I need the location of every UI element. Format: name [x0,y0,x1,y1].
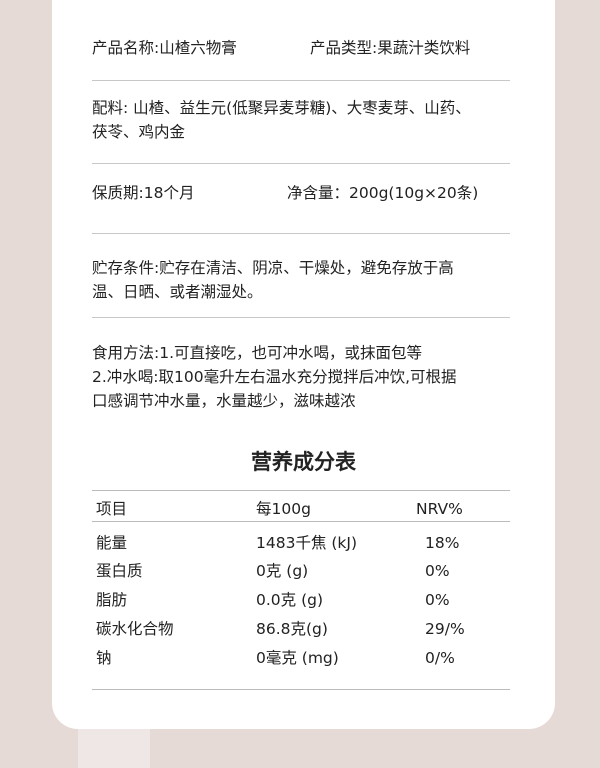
divider [92,80,510,81]
divider [92,317,510,318]
per-100g-value: 0毫克 (mg) [256,649,339,667]
ingredients-line-1: 配料: 山楂、益生元(低聚异麦芽糖)、大枣麦芽、山药、 [92,99,471,117]
divider [92,163,510,164]
per-100g-value: 1483千焦 (kJ) [256,534,358,552]
table-top-line [92,490,510,491]
product-name: 产品名称:山楂六物膏 [92,39,237,57]
per-100g-value: 0.0克 (g) [256,591,324,609]
usage-line-3: 口感调节冲水量，水量越少，滋味越浓 [92,392,356,410]
nutrient-name: 碳水化合物 [96,620,174,638]
nutrition-title: 营养成分表 [251,450,356,474]
shelf-life: 保质期:18个月 [92,184,195,202]
product-type: 产品类型:果蔬汁类饮料 [310,39,471,57]
divider [92,233,510,234]
header-item: 项目 [96,500,128,518]
header-nrv: NRV% [416,500,463,518]
per-100g-value: 86.8克(g) [256,620,328,638]
background-decoration [78,728,150,768]
nutrient-name: 蛋白质 [96,562,143,580]
per-100g-value: 0克 (g) [256,562,309,580]
nrv-value: 18% [425,534,460,552]
net-content: 净含量：200g(10g×20条) [287,184,479,202]
usage-line-2: 2.冲水喝:取100毫升左右温水充分搅拌后冲饮,可根据 [92,368,457,386]
storage-line-2: 温、日晒、或者潮湿处。 [92,283,263,301]
nrv-value: 0% [425,591,450,609]
table-header-line [92,521,510,522]
product-info-card: 产品名称:山楂六物膏 产品类型:果蔬汁类饮料 配料: 山楂、益生元(低聚异麦芽糖… [52,0,555,729]
ingredients-line-2: 茯苓、鸡内金 [92,123,186,141]
usage-line-1: 食用方法:1.可直接吃，也可冲水喝，或抹面包等 [92,344,423,362]
table-bottom-line [92,689,510,690]
storage-line-1: 贮存条件:贮存在清洁、阴凉、干燥处，避免存放于高 [92,259,454,277]
header-per100g: 每100g [256,500,311,518]
nrv-value: 0% [425,562,450,580]
nutrient-name: 钠 [96,649,112,667]
nrv-value: 0/% [425,649,455,667]
nrv-value: 29/% [425,620,465,638]
nutrient-name: 脂肪 [96,591,128,609]
nutrient-name: 能量 [96,534,128,552]
